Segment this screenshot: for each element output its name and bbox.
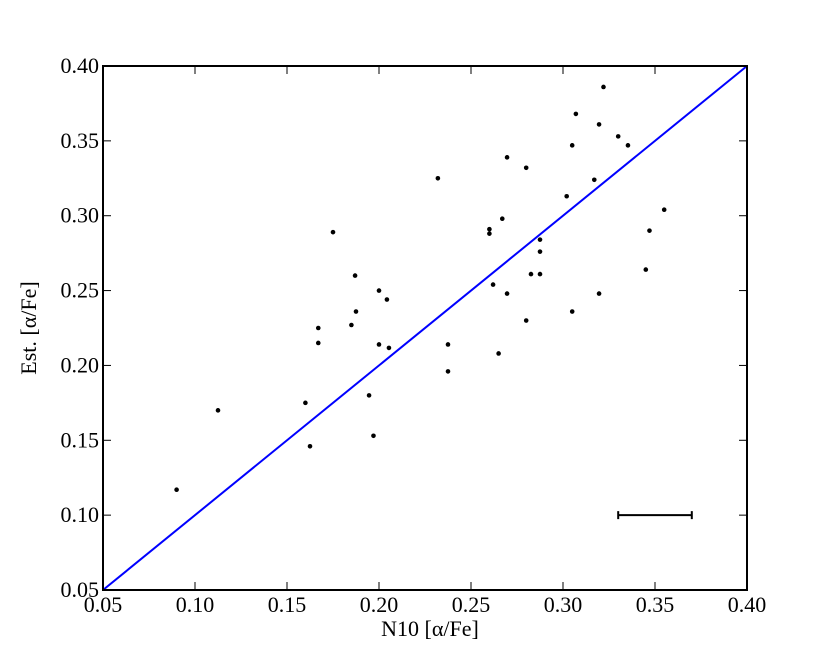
y-tick-label: 0.25: [61, 278, 100, 303]
scatter-point: [384, 297, 390, 302]
x-tick-label: 0.40: [728, 592, 767, 617]
scatter-point: [490, 282, 496, 287]
error-bar: [617, 511, 693, 520]
scatter-point: [445, 369, 451, 374]
scatter-point: [569, 143, 575, 148]
scatter-point: [445, 342, 451, 347]
y-tick-label: 0.15: [61, 427, 100, 452]
scatter-point: [315, 325, 321, 331]
x-tick-label: 0.20: [360, 592, 399, 617]
scatter-point: [504, 291, 510, 296]
scatter-point: [596, 122, 602, 127]
scatter-point: [601, 84, 606, 90]
scatter-point: [315, 340, 321, 346]
scatter-point: [569, 309, 575, 314]
scatter-point: [528, 271, 534, 277]
scatter-point: [523, 318, 529, 323]
y-tick-label: 0.05: [61, 577, 100, 602]
scatter-point: [353, 309, 359, 314]
scatter-point: [376, 288, 382, 293]
x-tick-label: 0.25: [452, 592, 491, 617]
scatter-point: [487, 231, 492, 236]
scatter-point: [523, 165, 529, 171]
plot-frame: [102, 65, 748, 591]
y-tick-label: 0.35: [61, 128, 100, 153]
scatter-point: [625, 143, 631, 148]
x-tick-label: 0.10: [176, 592, 215, 617]
x-tick-label: 0.15: [268, 592, 307, 617]
scatter-point: [504, 155, 510, 160]
scatter-point: [499, 216, 505, 222]
scatter-point: [573, 111, 579, 117]
scatter-point: [537, 237, 543, 242]
scatter-point: [615, 134, 621, 139]
y-tick-label: 0.20: [61, 352, 100, 377]
y-axis-label: Est. [α/Fe]: [16, 281, 41, 374]
scatter-point: [303, 400, 308, 406]
x-tick-label: 0.30: [544, 592, 583, 617]
scatter-point: [487, 226, 492, 232]
scatter-point: [591, 177, 597, 183]
scatter-point: [643, 267, 649, 272]
scatter-point: [352, 273, 358, 278]
x-tick-label: 0.05: [84, 592, 123, 617]
scatter-point: [537, 249, 543, 254]
scatter-point: [330, 229, 336, 235]
scatter-point: [366, 393, 372, 398]
scatter-point: [661, 207, 667, 213]
scatter-point: [349, 322, 354, 328]
scatter-point: [647, 228, 652, 233]
y-tick-label: 0.10: [61, 502, 100, 527]
x-axis-label: N10 [α/Fe]: [381, 616, 479, 641]
scatter-point: [435, 175, 441, 181]
scatter-point: [596, 291, 602, 296]
scatter-point: [386, 345, 392, 351]
scatter-point: [174, 487, 179, 492]
scatter-point: [307, 443, 313, 449]
reference-line: [102, 65, 748, 591]
x-tick-label: 0.35: [636, 592, 675, 617]
scatter-point: [537, 271, 543, 277]
scatter-point: [496, 351, 501, 356]
scatter-point: [376, 342, 382, 347]
scatter-point: [215, 408, 221, 413]
y-tick-label: 0.30: [61, 203, 100, 228]
scatter-point: [564, 193, 569, 199]
scatter-point: [371, 433, 376, 439]
y-tick-label: 0.40: [61, 53, 100, 78]
